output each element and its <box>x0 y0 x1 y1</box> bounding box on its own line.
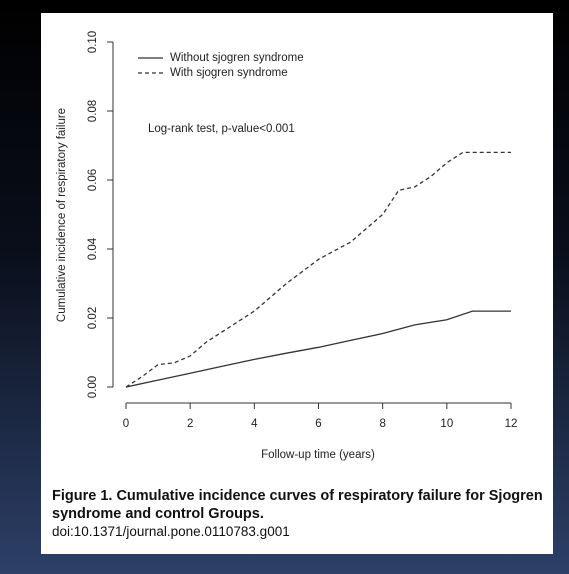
x-tick-label: 4 <box>251 418 258 430</box>
x-tick-label: 12 <box>505 418 518 430</box>
y-axis-label: Cumulative incidence of respiratory fail… <box>56 108 68 322</box>
y-tick-label: 0.04 <box>87 237 99 260</box>
y-tick-label: 0.10 <box>87 31 99 53</box>
x-tick-label: 2 <box>187 418 193 430</box>
series-line <box>125 151 511 388</box>
figure-panel <box>41 13 553 554</box>
annotation: Log-rank test, p-value<0.001 <box>148 123 295 135</box>
x-tick-label: 0 <box>123 418 129 430</box>
legend-label: With sjogren syndrome <box>170 67 288 79</box>
x-tick-label: 8 <box>379 418 385 430</box>
caption-doi: doi:10.1371/journal.pone.0110783.g001 <box>52 524 290 539</box>
caption: Figure 1. Cumulative incidence curves of… <box>52 487 547 541</box>
caption-title: Figure 1. Cumulative incidence curves of… <box>52 488 543 522</box>
x-tick-label: 6 <box>315 418 321 430</box>
y-tick-label: 0.00 <box>87 376 99 398</box>
x-tick-label: 10 <box>440 418 453 430</box>
series-line <box>125 310 511 388</box>
y-tick-label: 0.06 <box>87 169 99 191</box>
legend-label: Without sjogren syndrome <box>170 52 304 64</box>
y-tick-label: 0.08 <box>87 100 99 122</box>
y-tick-label: 0.02 <box>87 307 99 329</box>
x-axis-label: Follow-up time (years) <box>261 449 375 461</box>
